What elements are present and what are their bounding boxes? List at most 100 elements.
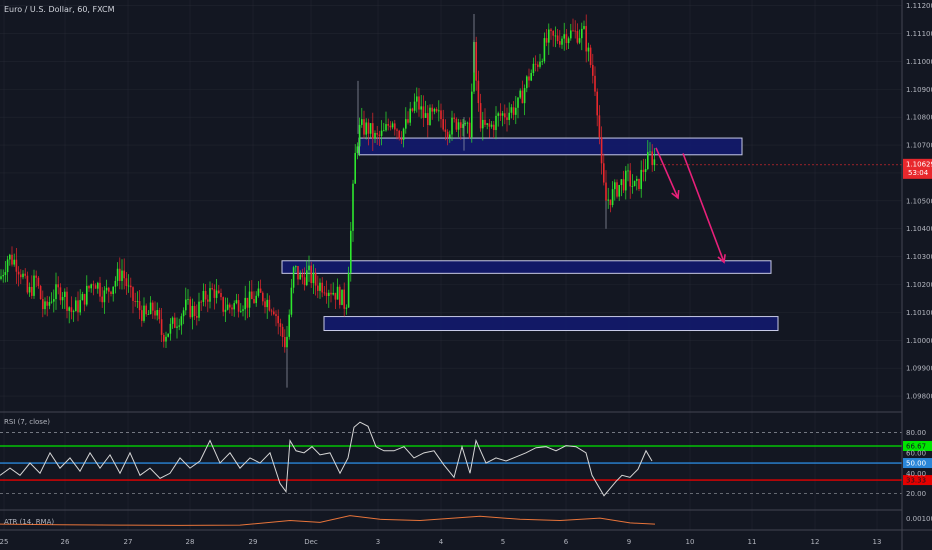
bull-candle[interactable]: [583, 26, 585, 29]
bear-candle[interactable]: [46, 301, 48, 306]
bear-candle[interactable]: [284, 337, 286, 348]
bull-candle[interactable]: [433, 108, 436, 112]
rsi-line[interactable]: [0, 421, 653, 497]
bull-candle[interactable]: [2, 274, 4, 277]
bull-candle[interactable]: [631, 186, 634, 187]
bull-candle[interactable]: [554, 35, 557, 37]
bull-candle[interactable]: [563, 34, 565, 39]
bear-candle[interactable]: [521, 90, 524, 104]
bear-candle[interactable]: [174, 317, 176, 328]
bull-candle[interactable]: [288, 314, 290, 337]
bear-candle[interactable]: [488, 123, 491, 127]
bull-candle[interactable]: [4, 272, 7, 275]
bull-candle[interactable]: [347, 272, 350, 308]
bull-candle[interactable]: [61, 296, 64, 301]
bull-candle[interactable]: [202, 290, 205, 303]
bull-candle[interactable]: [242, 309, 244, 311]
atr-title[interactable]: ATR (14, RMA): [4, 518, 55, 526]
bear-candle[interactable]: [616, 182, 618, 197]
bull-candle[interactable]: [169, 323, 172, 334]
bear-candle[interactable]: [125, 278, 128, 286]
bear-candle[interactable]: [589, 47, 592, 65]
bear-candle[interactable]: [83, 294, 86, 305]
bull-candle[interactable]: [526, 76, 528, 89]
bull-candle[interactable]: [9, 254, 11, 260]
bear-candle[interactable]: [394, 123, 396, 130]
bear-candle[interactable]: [493, 124, 495, 131]
bull-candle[interactable]: [81, 294, 84, 301]
bear-candle[interactable]: [325, 292, 328, 296]
bear-candle[interactable]: [440, 110, 442, 120]
bull-candle[interactable]: [79, 300, 81, 313]
bear-candle[interactable]: [444, 129, 447, 132]
bull-candle[interactable]: [429, 107, 431, 126]
bull-candle[interactable]: [611, 189, 614, 206]
bear-candle[interactable]: [343, 289, 345, 309]
bull-candle[interactable]: [570, 30, 572, 39]
bull-candle[interactable]: [257, 288, 260, 296]
bull-candle[interactable]: [112, 286, 114, 295]
bull-candle[interactable]: [22, 273, 24, 278]
bear-candle[interactable]: [574, 30, 576, 32]
bear-candle[interactable]: [418, 96, 420, 110]
bear-candle[interactable]: [275, 314, 277, 316]
bear-candle[interactable]: [398, 130, 400, 139]
bull-candle[interactable]: [490, 124, 493, 127]
bull-candle[interactable]: [464, 123, 466, 125]
bull-candle[interactable]: [497, 113, 499, 116]
bull-candle[interactable]: [361, 119, 363, 125]
bull-candle[interactable]: [607, 199, 609, 201]
bear-candle[interactable]: [545, 38, 548, 43]
bull-candle[interactable]: [405, 119, 407, 129]
bull-candle[interactable]: [6, 259, 9, 273]
bear-candle[interactable]: [642, 169, 645, 172]
bear-candle[interactable]: [605, 182, 607, 201]
bull-candle[interactable]: [354, 152, 356, 184]
bull-candle[interactable]: [136, 301, 139, 302]
bull-candle[interactable]: [581, 28, 583, 39]
bull-candle[interactable]: [345, 307, 348, 309]
bear-candle[interactable]: [189, 299, 191, 318]
bear-candle[interactable]: [303, 277, 306, 286]
bull-candle[interactable]: [68, 307, 70, 311]
bull-candle[interactable]: [530, 72, 532, 81]
bear-candle[interactable]: [273, 311, 275, 315]
bull-candle[interactable]: [105, 287, 108, 291]
bull-candle[interactable]: [385, 124, 387, 131]
bull-candle[interactable]: [341, 289, 343, 305]
bull-candle[interactable]: [306, 270, 308, 286]
bull-candle[interactable]: [350, 230, 352, 273]
bull-candle[interactable]: [365, 122, 367, 135]
bear-candle[interactable]: [229, 304, 231, 308]
bull-candle[interactable]: [86, 285, 88, 305]
bear-candle[interactable]: [600, 137, 603, 164]
bull-candle[interactable]: [352, 183, 354, 231]
bear-candle[interactable]: [193, 306, 196, 316]
bear-candle[interactable]: [268, 299, 271, 311]
bull-candle[interactable]: [90, 284, 92, 289]
bull-candle[interactable]: [48, 302, 51, 306]
bear-candle[interactable]: [101, 296, 103, 303]
bull-candle[interactable]: [587, 47, 590, 52]
bull-candle[interactable]: [332, 292, 334, 295]
bull-candle[interactable]: [625, 170, 627, 191]
bull-candle[interactable]: [64, 291, 66, 297]
bear-candle[interactable]: [323, 292, 326, 294]
bear-candle[interactable]: [158, 309, 161, 320]
bear-candle[interactable]: [59, 287, 62, 301]
bear-candle[interactable]: [585, 26, 587, 52]
bull-candle[interactable]: [649, 151, 651, 153]
bear-candle[interactable]: [88, 285, 90, 289]
bear-candle[interactable]: [57, 284, 59, 288]
bear-candle[interactable]: [468, 122, 471, 138]
bull-candle[interactable]: [510, 107, 513, 113]
bull-candle[interactable]: [255, 295, 257, 304]
bull-candle[interactable]: [176, 326, 178, 328]
bull-candle[interactable]: [187, 299, 189, 301]
bear-candle[interactable]: [301, 274, 304, 278]
bear-candle[interactable]: [15, 259, 18, 272]
bull-candle[interactable]: [438, 110, 440, 112]
bull-candle[interactable]: [55, 284, 57, 300]
bear-candle[interactable]: [506, 117, 508, 120]
bear-candle[interactable]: [204, 290, 207, 300]
